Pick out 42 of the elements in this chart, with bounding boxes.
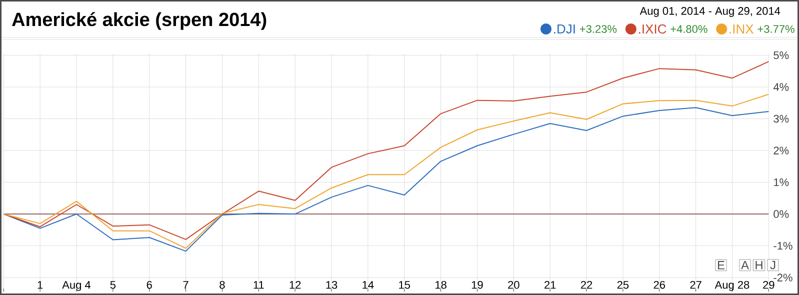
x-tick-label: 26 [654,280,665,289]
legend-label: .INX [730,24,754,34]
x-tick-label: 25 [617,280,629,289]
annotation: E [718,261,724,270]
x-tick-label: 14 [362,281,374,289]
x-tick-label: 5 [110,281,116,289]
text: J [770,260,776,270]
x-tick-label: 18 [436,280,446,289]
legend-label: .IXIC [638,24,666,34]
x-tick-label: 1 [38,281,43,289]
text: +3.77% [758,25,794,33]
annotation: H [756,261,762,270]
y-tick-label: 0% [774,210,789,218]
x-tick-label: 7 [183,281,188,289]
x-tick-label: Aug 28 [714,280,750,291]
y-tick-label: 1% [774,178,789,186]
x-tick-label: 22 [580,280,592,289]
x-tick-label: 11 [254,281,264,289]
x-tick-label: 8 [220,280,225,289]
x-tick-label: 19 [472,280,483,289]
text: +4.80% [670,25,708,33]
x-tick-label: 12 [290,280,301,289]
x-tick-label: 29 [763,280,774,289]
text: +3.23% [580,25,617,33]
x-tick-label: 13 [326,280,338,289]
legend-label: .DJI [554,24,575,34]
y-tick-label: 5% [774,51,789,60]
x-tick-label: 6 [146,280,152,289]
annotation: A [741,261,749,270]
x-tick-label: 27 [690,280,702,289]
x-tick-label: 15 [399,281,410,289]
x-tick-label: 20 [508,280,520,289]
y-tick-label: -1% [774,242,792,250]
x-tick-label: 21 [544,280,556,289]
y-tick-label: 2% [774,146,789,154]
y-tick-label: 4% [773,83,789,91]
line-series [3,61,770,240]
y-tick-label: 3% [774,114,789,123]
chart-title: Americké akcie (srpen 2014) [12,12,266,30]
y-tick-label: -2% [774,274,792,282]
chart-subtitle: Aug 01, 2014 - Aug 29, 2014 [640,7,780,17]
x-tick-label: Aug 4 [62,281,91,291]
